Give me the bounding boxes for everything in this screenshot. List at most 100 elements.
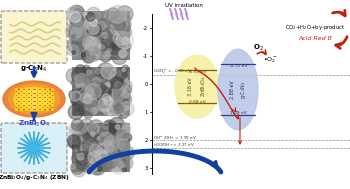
Circle shape: [69, 90, 78, 99]
Text: g-C$_3$N$_4$: g-C$_3$N$_4$: [20, 64, 48, 74]
Circle shape: [116, 139, 119, 143]
Circle shape: [109, 5, 127, 23]
Circle shape: [93, 163, 105, 175]
Circle shape: [105, 51, 109, 56]
Circle shape: [99, 138, 104, 143]
Circle shape: [66, 14, 80, 27]
Circle shape: [72, 70, 78, 77]
Circle shape: [121, 74, 126, 78]
Circle shape: [77, 153, 83, 160]
Circle shape: [79, 20, 95, 35]
Circle shape: [78, 33, 82, 37]
Circle shape: [117, 25, 125, 33]
Circle shape: [95, 125, 105, 134]
Circle shape: [84, 86, 96, 99]
Circle shape: [66, 22, 83, 40]
Text: ZnBi$_2$O$_4$: ZnBi$_2$O$_4$: [18, 119, 50, 129]
Circle shape: [112, 85, 121, 94]
Circle shape: [78, 134, 87, 144]
Circle shape: [68, 123, 79, 134]
Circle shape: [96, 79, 110, 93]
Circle shape: [92, 92, 104, 104]
Circle shape: [99, 132, 113, 146]
Circle shape: [124, 81, 127, 84]
Circle shape: [85, 29, 94, 39]
Circle shape: [112, 142, 119, 148]
Circle shape: [86, 149, 89, 153]
Circle shape: [78, 151, 92, 164]
Circle shape: [103, 48, 110, 55]
Circle shape: [85, 155, 91, 161]
Circle shape: [30, 144, 38, 152]
Circle shape: [113, 31, 127, 45]
Circle shape: [76, 122, 88, 134]
Circle shape: [122, 37, 130, 44]
Circle shape: [109, 42, 121, 54]
Circle shape: [78, 137, 92, 152]
Circle shape: [71, 119, 83, 131]
Circle shape: [72, 151, 86, 166]
Circle shape: [116, 45, 122, 51]
Circle shape: [116, 39, 121, 44]
Circle shape: [118, 88, 127, 97]
Circle shape: [119, 34, 124, 39]
Circle shape: [77, 153, 84, 160]
Circle shape: [108, 149, 119, 160]
Circle shape: [89, 166, 93, 170]
Circle shape: [97, 19, 110, 32]
Circle shape: [92, 147, 100, 156]
Circle shape: [85, 97, 95, 108]
Circle shape: [109, 41, 125, 58]
Circle shape: [113, 146, 120, 153]
Circle shape: [70, 126, 77, 134]
Text: Acid Red B: Acid Red B: [298, 36, 332, 42]
Circle shape: [80, 119, 93, 132]
Circle shape: [106, 161, 115, 170]
Circle shape: [116, 32, 133, 49]
Circle shape: [107, 48, 111, 53]
Circle shape: [68, 37, 84, 53]
Circle shape: [80, 49, 84, 53]
Circle shape: [119, 11, 131, 23]
Circle shape: [105, 9, 121, 25]
Circle shape: [72, 21, 86, 35]
Circle shape: [71, 98, 78, 105]
Circle shape: [103, 67, 109, 73]
Circle shape: [95, 71, 107, 84]
Text: O$_2$/O$_2^-$ = -0.33 eV: O$_2$/O$_2^-$ = -0.33 eV: [153, 68, 192, 76]
Circle shape: [76, 151, 90, 165]
Circle shape: [71, 164, 76, 169]
FancyBboxPatch shape: [1, 11, 67, 63]
Circle shape: [109, 92, 114, 97]
Circle shape: [100, 142, 116, 157]
Text: •O$_2^-$: •O$_2^-$: [262, 56, 277, 65]
Circle shape: [116, 110, 119, 113]
Circle shape: [102, 122, 113, 132]
Circle shape: [104, 136, 120, 151]
Circle shape: [117, 138, 129, 151]
Circle shape: [94, 41, 112, 58]
Circle shape: [80, 111, 84, 115]
Circle shape: [73, 76, 77, 79]
Circle shape: [72, 35, 76, 38]
Text: OH$^-$/OH• = 1.99 eV: OH$^-$/OH• = 1.99 eV: [153, 134, 197, 141]
Text: -2: -2: [143, 26, 148, 31]
Circle shape: [114, 19, 119, 24]
Circle shape: [83, 131, 91, 139]
Circle shape: [82, 65, 91, 74]
Circle shape: [118, 91, 131, 104]
Circle shape: [122, 168, 126, 172]
FancyBboxPatch shape: [72, 67, 129, 115]
Circle shape: [112, 41, 121, 50]
Text: CO$_2$+H$_2$O+by-product: CO$_2$+H$_2$O+by-product: [285, 22, 345, 32]
Circle shape: [117, 41, 122, 46]
Circle shape: [122, 122, 129, 129]
Circle shape: [77, 142, 84, 149]
Circle shape: [66, 68, 81, 83]
Circle shape: [112, 49, 127, 64]
Circle shape: [82, 53, 86, 57]
Circle shape: [95, 41, 107, 54]
Circle shape: [122, 68, 126, 72]
FancyBboxPatch shape: [1, 123, 67, 173]
Circle shape: [106, 51, 111, 57]
